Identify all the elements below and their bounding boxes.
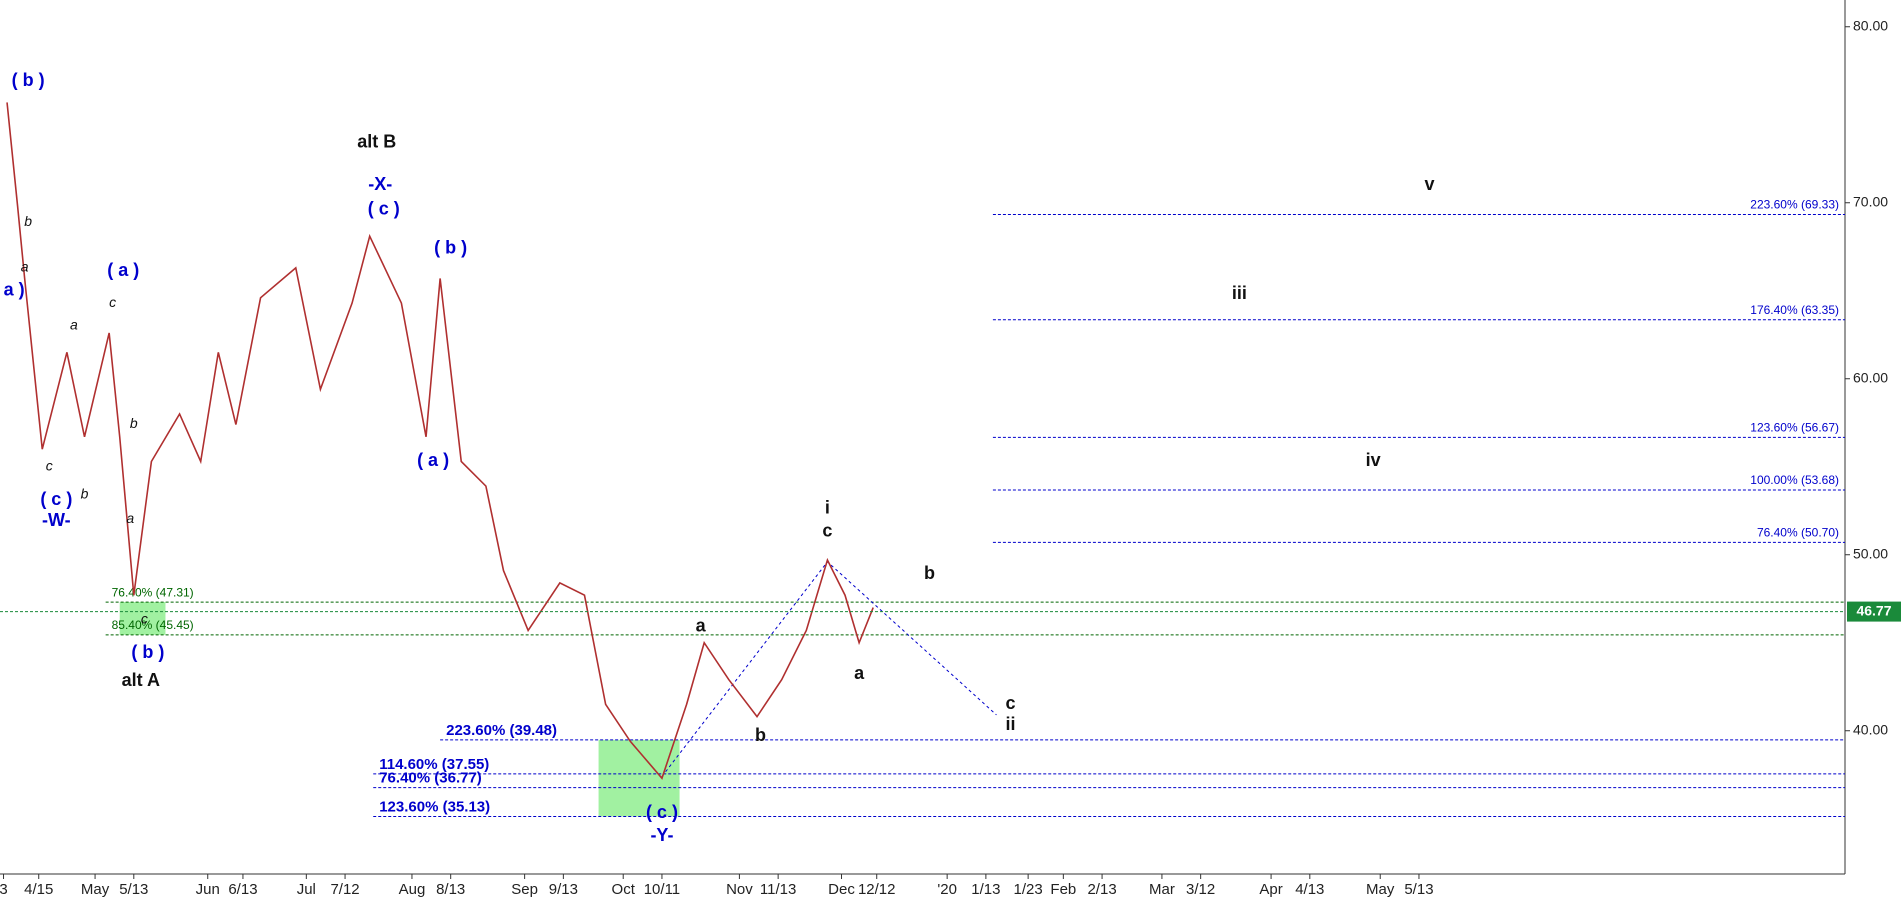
last-price-tag	[1847, 601, 1901, 622]
fib-level-label: 76.40% (50.70)	[1757, 526, 1839, 540]
wave-label: ( a )	[417, 450, 449, 470]
x-tick-label: 4/15	[24, 881, 53, 898]
price-line	[6, 102, 874, 780]
x-tick-label: 7/12	[330, 881, 359, 898]
wave-label: ( c )	[40, 489, 72, 509]
projection-line	[661, 561, 997, 777]
fib-level-label: 123.60% (35.13)	[379, 798, 490, 815]
wave-label: v	[1425, 174, 1435, 194]
fib-level-label: 114.60% (37.55)	[379, 756, 489, 773]
wave-label: i	[825, 498, 830, 518]
fib-level-label: 100.00% (53.68)	[1750, 473, 1839, 487]
x-tick-label: '20	[937, 881, 957, 898]
fib-level-label: 176.40% (63.35)	[1750, 303, 1839, 317]
x-tick-label: 5/13	[119, 881, 148, 898]
wave-label: ii	[1006, 714, 1016, 734]
x-tick-label: 1/23	[1014, 881, 1043, 898]
wave-label: ( b )	[434, 237, 467, 257]
fib-level-label: 123.60% (56.67)	[1750, 421, 1839, 435]
wave-label: b	[755, 725, 766, 745]
wave-label: ( c )	[368, 199, 400, 219]
x-tick-label: Nov	[726, 881, 753, 898]
wave-label: c	[141, 611, 148, 627]
target-zone	[119, 602, 166, 635]
wave-label: ( b )	[131, 642, 164, 662]
wave-label: -X-	[368, 174, 392, 194]
x-tick-label: 6/13	[228, 881, 257, 898]
x-tick-label: Jul	[297, 881, 316, 898]
wave-label: b	[130, 415, 138, 431]
wave-label: b	[24, 213, 32, 229]
y-tick-label: 40.00	[1853, 721, 1888, 737]
wave-label: -Y-	[650, 825, 673, 845]
x-tick-label: 11/13	[760, 881, 796, 898]
wave-label: a	[854, 663, 865, 683]
wave-label: c	[46, 457, 53, 473]
x-tick-label: Dec	[828, 881, 855, 898]
y-tick-label: 80.00	[1853, 17, 1888, 33]
wave-label: c	[822, 521, 832, 541]
wave-label: alt A	[122, 670, 160, 690]
x-tick-label: Feb	[1050, 881, 1076, 898]
wave-label: a	[126, 510, 134, 526]
x-tick-label: Mar	[1149, 881, 1175, 898]
x-tick-label: May	[1366, 881, 1395, 898]
wave-label: a	[21, 259, 29, 275]
fib-level-label: 76.40% (47.31)	[112, 585, 194, 599]
last-price-label: 46.77	[1856, 602, 1891, 618]
wave-label: iv	[1366, 450, 1381, 470]
y-tick-label: 60.00	[1853, 369, 1888, 385]
x-tick-label: 1/13	[971, 881, 1000, 898]
wave-label: iii	[1232, 283, 1247, 303]
x-tick-label: Sep	[511, 881, 538, 898]
wave-label: ( c )	[646, 802, 678, 822]
x-tick-label: 10/11	[644, 881, 680, 898]
wave-label: ( b )	[12, 70, 45, 90]
fib-level-label: 223.60% (69.33)	[1750, 198, 1839, 212]
x-tick-label: 2/13	[1087, 881, 1116, 898]
wave-label: -W-	[42, 510, 71, 530]
fib-level-label: 223.60% (39.48)	[446, 722, 557, 739]
fib-level-label: 76.40% (36.77)	[379, 770, 482, 787]
x-tick-label: May	[81, 881, 110, 898]
x-tick-label: Apr	[1259, 881, 1282, 898]
x-tick-label: 12/12	[858, 881, 896, 898]
wave-label: a	[70, 317, 78, 333]
x-tick-label: Oct	[612, 881, 636, 898]
x-tick-label: 3/12	[1186, 881, 1215, 898]
wave-label: alt B	[357, 132, 396, 152]
y-tick-label: 50.00	[1853, 545, 1888, 561]
wave-label: c	[1006, 693, 1016, 713]
x-tick-label: Aug	[399, 881, 426, 898]
x-tick-label: 3	[0, 881, 8, 898]
x-tick-label: Jun	[196, 881, 220, 898]
x-tick-label: 5/13	[1404, 881, 1433, 898]
wave-label: a	[696, 616, 707, 636]
y-tick-label: 70.00	[1853, 193, 1888, 209]
wave-label: a )	[4, 279, 25, 299]
wave-label: b	[81, 486, 89, 502]
x-tick-label: 4/13	[1295, 881, 1324, 898]
x-tick-label: 9/13	[549, 881, 578, 898]
wave-label: c	[109, 294, 116, 310]
x-tick-label: 8/13	[436, 881, 465, 898]
fib-level-label: 85.40% (45.45)	[112, 618, 194, 632]
wave-label: b	[924, 563, 935, 583]
wave-label: ( a )	[107, 260, 139, 280]
